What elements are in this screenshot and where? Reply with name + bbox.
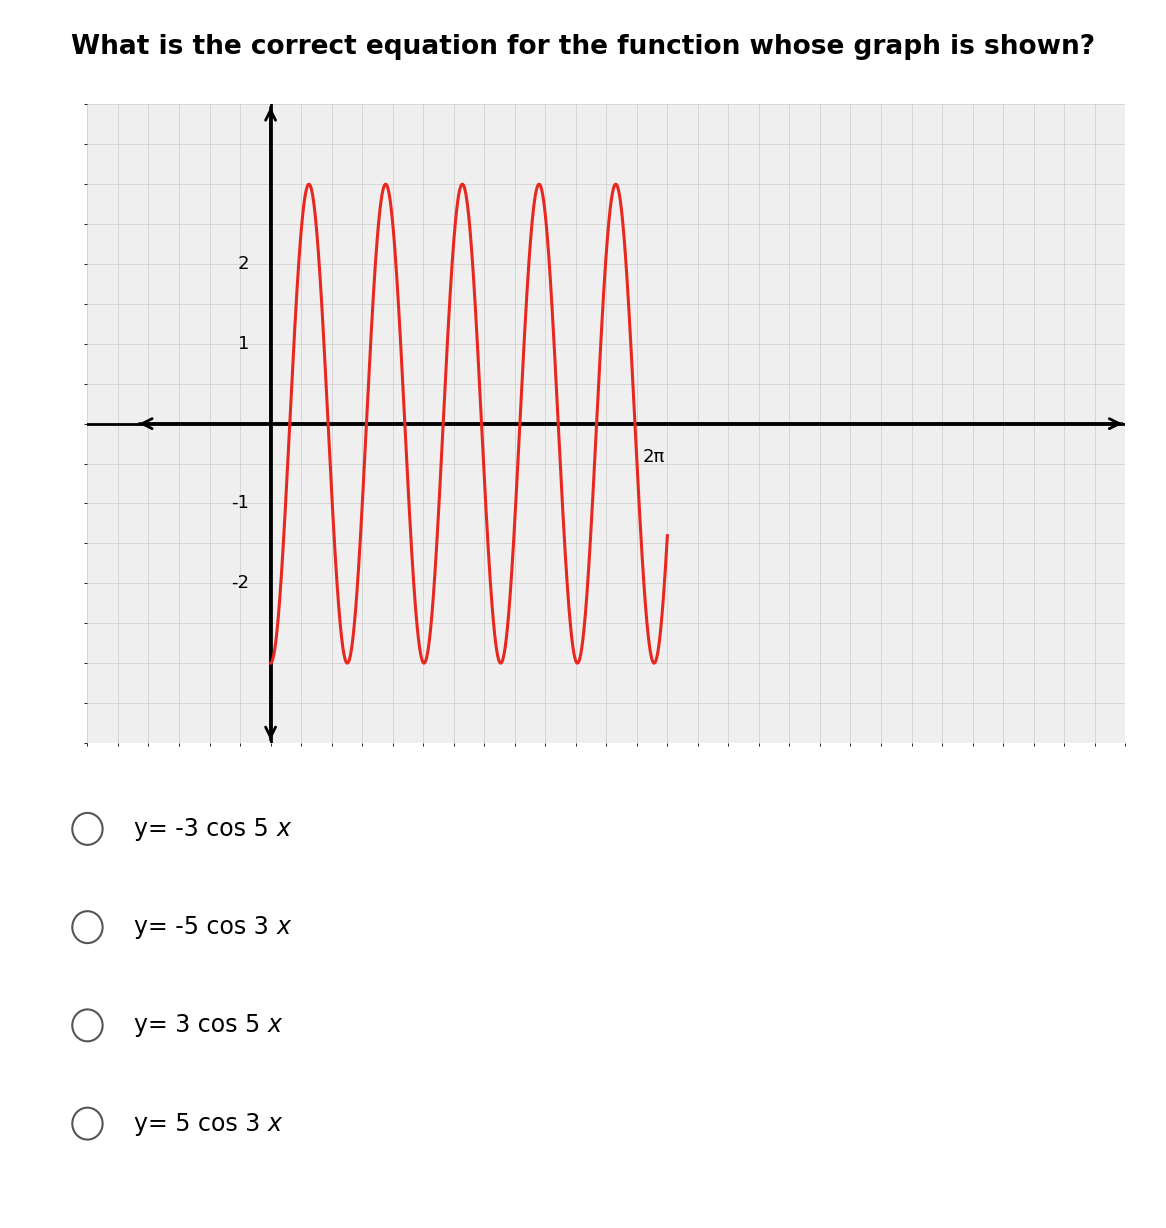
Text: 2: 2	[238, 255, 250, 273]
Text: -2: -2	[231, 575, 250, 592]
Text: y= 5 cos 3: y= 5 cos 3	[134, 1111, 268, 1136]
Text: x: x	[276, 915, 290, 939]
Text: x: x	[268, 1111, 282, 1136]
Text: -1: -1	[231, 495, 250, 512]
Text: 2π: 2π	[642, 447, 666, 465]
Text: 1: 1	[238, 335, 250, 352]
Text: What is the correct equation for the function whose graph is shown?: What is the correct equation for the fun…	[71, 34, 1095, 60]
Text: y= -5 cos 3: y= -5 cos 3	[134, 915, 276, 939]
Text: y= 3 cos 5: y= 3 cos 5	[134, 1013, 268, 1038]
Text: x: x	[268, 1013, 282, 1038]
Text: y= -3 cos 5: y= -3 cos 5	[134, 817, 276, 841]
Text: x: x	[276, 817, 290, 841]
